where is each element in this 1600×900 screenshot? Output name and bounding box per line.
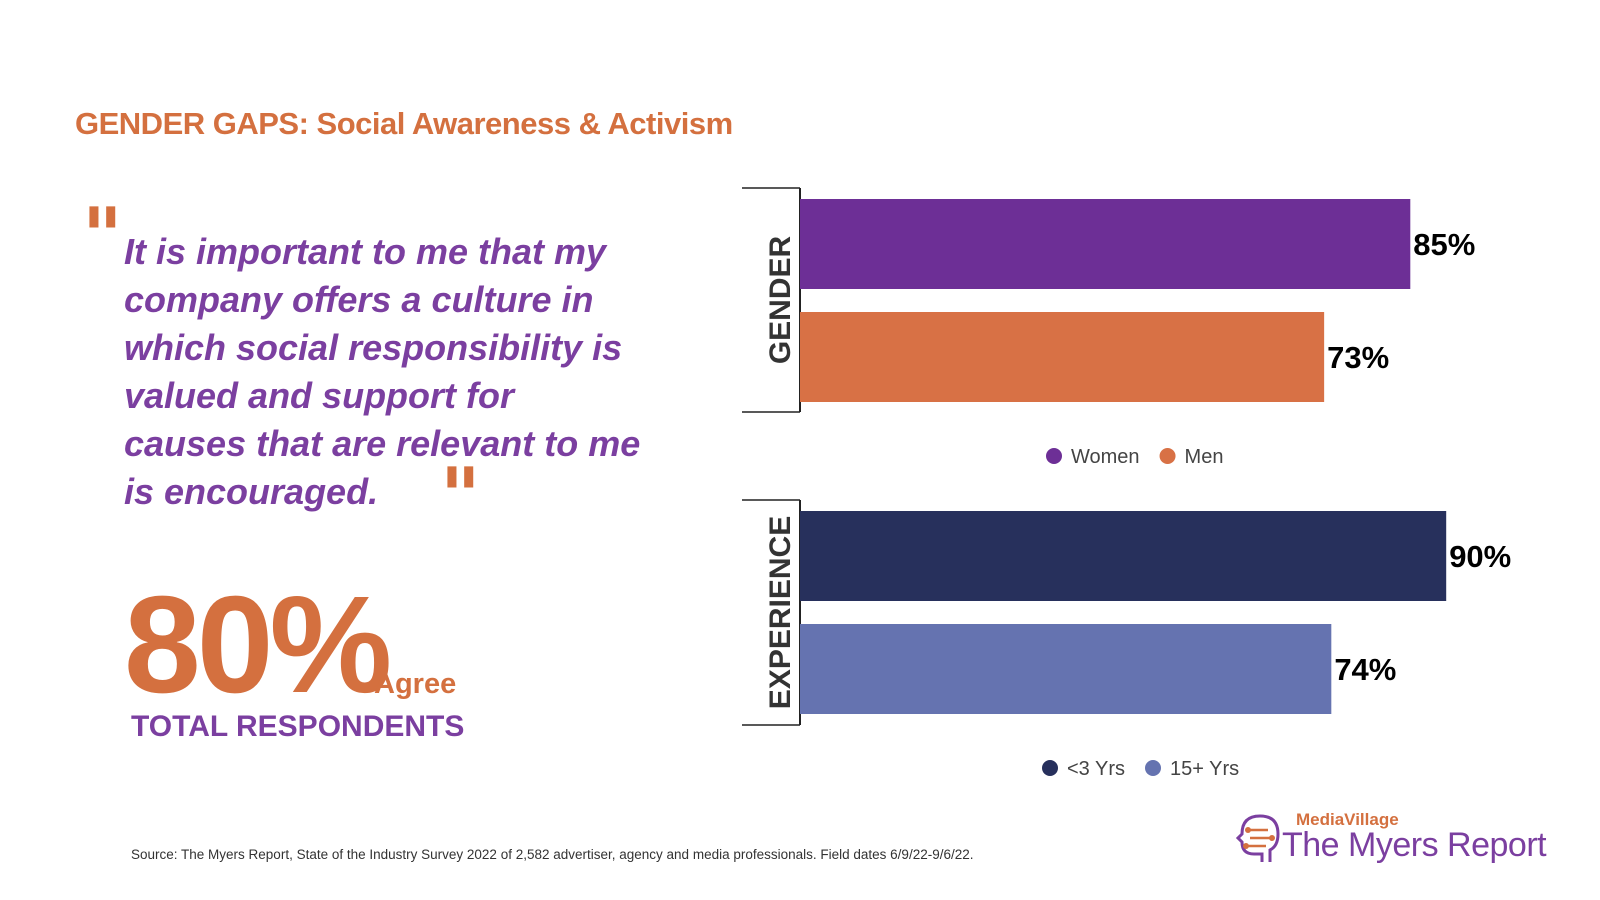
logo-mediavillage-text: MediaVillage	[1296, 810, 1399, 829]
head-circuit-icon	[1235, 814, 1280, 862]
legend-swatch	[1159, 448, 1176, 464]
headline-suffix: Agree	[374, 668, 457, 700]
chart-data-label: 90%	[1449, 539, 1511, 574]
chart-bar	[800, 511, 1447, 601]
chart-data-label: 85%	[1413, 227, 1475, 262]
legend-label: Men	[1185, 446, 1224, 468]
myers-report-logo: MediaVillage The Myers Report	[1232, 806, 1552, 868]
quote-text: It is important to me that my company of…	[124, 231, 641, 512]
logo-myers-report-text: The Myers Report	[1282, 826, 1547, 864]
legend-label: Women	[1071, 446, 1140, 468]
legend-label: 15+ Yrs	[1170, 758, 1239, 780]
chart-bar	[800, 624, 1332, 714]
headline-caption: TOTAL RESPONDENTS	[131, 710, 465, 743]
page-title: GENDER GAPS: Social Awareness & Activism	[75, 106, 733, 141]
headline-percentage: 80%	[124, 568, 392, 722]
chart-category-label: EXPERIENCE	[764, 516, 797, 709]
chart-data-label: 73%	[1327, 340, 1389, 375]
chart-bar	[800, 199, 1411, 289]
open-quote-mark: "	[82, 191, 123, 282]
legend-swatch	[1145, 760, 1161, 776]
legend-swatch	[1042, 760, 1058, 776]
close-quote-mark: "	[440, 451, 481, 542]
source-note: Source: The Myers Report, State of the I…	[131, 847, 974, 862]
chart-bar	[800, 312, 1325, 402]
chart-category-label: GENDER	[764, 235, 797, 364]
legend-swatch	[1046, 448, 1062, 464]
chart-data-label: 74%	[1334, 652, 1396, 687]
legend-label: <3 Yrs	[1067, 758, 1125, 780]
